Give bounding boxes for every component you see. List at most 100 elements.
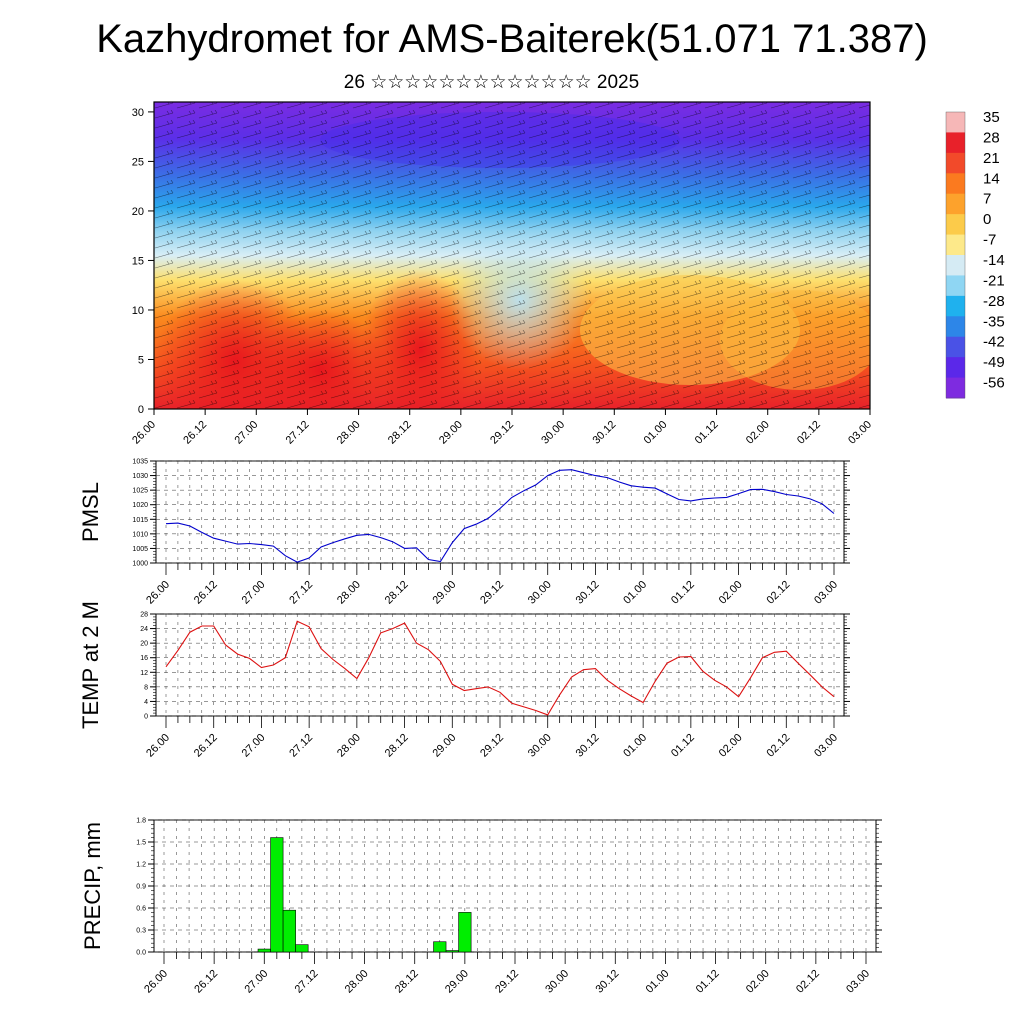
x-tick-label: 27.12	[293, 968, 321, 996]
x-tick-label: 27.00	[240, 579, 268, 607]
colorbar-label: -21	[983, 272, 1005, 289]
y-tick-label: 0.6	[136, 906, 146, 913]
colorbar-segment	[946, 214, 965, 236]
heatmap-y-tick-label: 15	[132, 255, 144, 267]
y-tick-label: 1005	[132, 546, 148, 553]
y-tick-label: 1000	[132, 561, 148, 568]
y-tick-label: 1025	[132, 488, 148, 495]
colorbar-label: 21	[983, 150, 1000, 167]
x-tick-label: 26.00	[144, 732, 172, 760]
temp2m-panel: 0 4 8 12 16 20 24 28 26.00 26.12 27.00 27.12 28.00 28…	[78, 601, 850, 760]
x-tick-label: 27.00	[240, 732, 268, 760]
y-tick-label: 16	[140, 655, 148, 662]
colorbar-label: -28	[983, 293, 1005, 310]
temp2m-line	[165, 620, 835, 716]
pmsl-line	[165, 469, 835, 563]
y-tick-label: 1035	[132, 459, 148, 466]
heatmap-x-tick-label: 28.12	[386, 419, 414, 447]
x-tick-label: 30.12	[593, 968, 621, 996]
colorbar-label: -14	[983, 252, 1005, 269]
colorbar-label: -35	[983, 313, 1005, 330]
x-tick-label: 03.00	[812, 579, 840, 607]
heatmap-y-tick-label: 30	[132, 107, 144, 119]
y-tick-label: 1.2	[136, 862, 146, 869]
x-tick-label: 02.12	[764, 579, 792, 607]
x-tick-label: 29.12	[493, 968, 521, 996]
x-tick-label: 01.00	[644, 968, 672, 996]
colorbar-label: 0	[983, 211, 991, 228]
y-tick-label: 12	[140, 670, 148, 677]
colorbar-label: 14	[983, 170, 1000, 187]
y-tick-label: 20	[140, 641, 148, 648]
x-tick-label: 28.00	[335, 579, 363, 607]
y-tick-label: 1015	[132, 517, 148, 524]
y-tick-label: 1030	[132, 473, 148, 480]
x-tick-label: 26.12	[192, 579, 220, 607]
colorbar: 35 28 21 14 7 0 -7 -14 -21 -28 -35 -42 -49 -56	[945, 109, 1005, 399]
x-tick-label: 02.12	[794, 968, 822, 996]
x-tick-label: 30.12	[574, 732, 602, 760]
x-tick-label: 30.00	[526, 732, 554, 760]
chart-title: Kazhydromet for AMS-Baiterek(51.071 71.3…	[96, 17, 928, 61]
y-tick-label: 0.9	[136, 884, 146, 891]
x-tick-label: 02.00	[717, 732, 745, 760]
y-tick-label: 0	[144, 714, 148, 721]
colorbar-segment	[946, 193, 965, 215]
y-tick-label: 1010	[132, 531, 148, 538]
temp2m-axis-title: TEMP at 2 M	[78, 601, 103, 729]
heatmap-x-tick-label: 29.12	[488, 419, 516, 447]
heatmap-x-tick-label: 03.00	[846, 419, 874, 447]
heatmap-y-tick-label: 25	[132, 156, 144, 168]
y-tick-label: 0.3	[136, 928, 146, 935]
x-tick-label: 26.00	[142, 968, 170, 996]
heatmap-x-tick-label: 26.00	[130, 419, 158, 447]
y-tick-label: 1020	[132, 502, 148, 509]
heatmap-x-tick-label: 01.00	[642, 419, 670, 447]
colorbar-label: -56	[983, 375, 1005, 392]
heatmap-x-tick-label: 02.12	[795, 419, 823, 447]
precip-bar	[270, 837, 284, 953]
x-tick-label: 01.12	[694, 968, 722, 996]
y-tick-label: 28	[140, 612, 148, 619]
x-tick-label: 29.12	[478, 579, 506, 607]
x-tick-label: 01.00	[621, 579, 649, 607]
colorbar-segment	[946, 316, 965, 338]
heatmap-x-tick-label: 27.12	[284, 419, 312, 447]
colorbar-segment	[946, 377, 965, 399]
x-tick-label: 28.00	[335, 732, 363, 760]
x-tick-label: 30.12	[574, 579, 602, 607]
colorbar-frame	[945, 111, 966, 399]
colorbar-label: 28	[983, 129, 1000, 146]
heatmap-x-tick-label: 30.00	[539, 419, 567, 447]
heatmap-x-tick-label: 30.12	[590, 419, 618, 447]
heatmap-y-tick-label: 0	[138, 404, 144, 416]
precip-panel: 0.0 0.3 0.6 0.9 1.2 1.5 1.8 26.00 26.12 27.00 27.1…	[80, 818, 882, 996]
x-tick-label: 02.12	[764, 732, 792, 760]
precip-axis-title: PRECIP, mm	[80, 822, 105, 950]
colorbar-segment	[946, 234, 965, 256]
heatmap-y-tick-label: 20	[132, 206, 144, 218]
colorbar-segment	[946, 357, 965, 379]
heatmap-x-tick-label: 28.00	[335, 419, 363, 447]
colorbar-label: 7	[983, 191, 991, 208]
x-tick-label: 29.00	[430, 579, 458, 607]
x-tick-label: 03.00	[844, 968, 872, 996]
precip-bar	[257, 948, 271, 953]
x-tick-label: 28.12	[383, 579, 411, 607]
y-tick-label: 4	[144, 699, 148, 706]
y-tick-label: 1.5	[136, 840, 146, 847]
x-tick-label: 30.00	[526, 579, 554, 607]
x-tick-label: 28.12	[393, 968, 421, 996]
y-tick-label: 1.8	[136, 818, 146, 825]
precip-bar	[295, 944, 309, 953]
x-tick-label: 29.00	[443, 968, 471, 996]
x-tick-label: 28.00	[343, 968, 371, 996]
heatmap-x-tick-label: 29.00	[437, 419, 465, 447]
heatmap-y-tick-label: 10	[132, 305, 144, 317]
colorbar-label: -7	[983, 232, 996, 249]
x-tick-label: 26.00	[144, 579, 172, 607]
x-tick-label: 02.00	[717, 579, 745, 607]
x-tick-label: 26.12	[192, 732, 220, 760]
x-tick-label: 28.12	[383, 732, 411, 760]
